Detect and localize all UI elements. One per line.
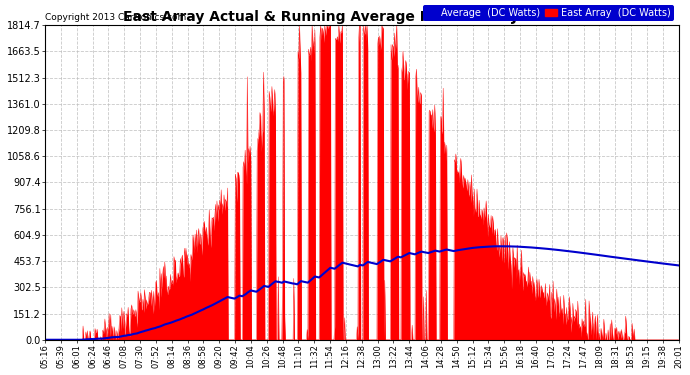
- Title: East Array Actual & Running Average Power Mon Jun 3 20:22: East Array Actual & Running Average Powe…: [123, 10, 600, 24]
- Text: Copyright 2013 Cartronics.com: Copyright 2013 Cartronics.com: [45, 13, 186, 22]
- Legend: Average  (DC Watts), East Array  (DC Watts): Average (DC Watts), East Array (DC Watts…: [423, 5, 673, 21]
